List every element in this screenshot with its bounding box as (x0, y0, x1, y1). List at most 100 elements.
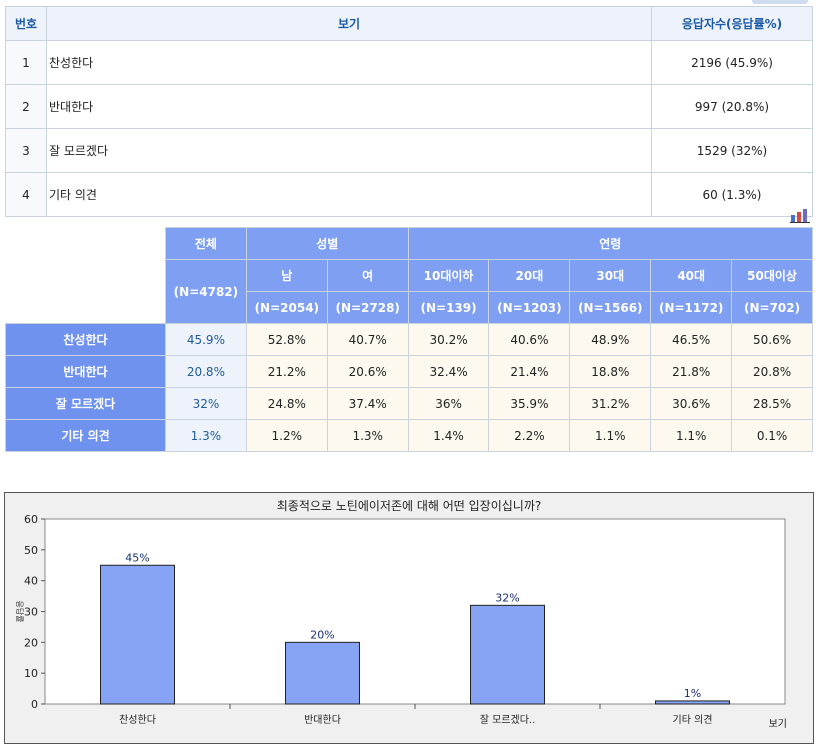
option-number: 3 (5, 128, 47, 173)
bar (655, 700, 730, 705)
options-header-row: 번호 보기 응답자수(응답률%) (5, 6, 813, 41)
y-tick-label: 10 (24, 667, 38, 680)
header-option: 보기 (46, 6, 652, 41)
group-label: 50대이상 (731, 259, 813, 292)
y-axis-label: 응답률 (15, 600, 25, 622)
group-label: 남 (245, 259, 328, 292)
crosstab-cell: 1.4% (407, 419, 490, 452)
crosstab-cell: 18.8% (569, 355, 652, 388)
group-label: 여 (326, 259, 409, 292)
crosstab-cell: 48.9% (569, 323, 652, 356)
crosstab-header-row: 전체 성별 연령 (5, 227, 814, 324)
group-label: 30대 (569, 259, 652, 292)
crosstab-cell: 30.6% (650, 387, 733, 420)
option-label: 반대한다 (46, 84, 652, 129)
group-n: (N=2054) (245, 291, 328, 324)
option-responses: 997 (20.8%) (651, 84, 813, 129)
option-label: 잘 모르겠다 (46, 128, 652, 173)
crosstab-row: 반대한다 20.8% 21.2% 20.6% 32.4% 21.4% 18.8%… (5, 355, 813, 388)
crosstab-cell: 40.7% (326, 323, 409, 356)
option-number: 2 (5, 84, 47, 129)
chart-panel: 최종적으로 노틴에이저존에 대해 어떤 입장이십니까? 0 10 20 30 40 50 60… (4, 492, 814, 744)
crosstab-row: 찬성한다 45.9% 52.8% 40.7% 30.2% 40.6% 48.9%… (5, 323, 813, 356)
crosstab-cell: 40.6% (488, 323, 571, 356)
crosstab-cell: 37.4% (326, 387, 409, 420)
option-number: 4 (5, 172, 47, 217)
group-n: (N=139) (407, 291, 490, 324)
bar (285, 641, 360, 705)
crosstab-cell: 21.8% (650, 355, 733, 388)
y-tick-label: 30 (24, 606, 38, 619)
group-label: 20대 (488, 259, 571, 292)
crosstab-row-label: 찬성한다 (5, 323, 166, 356)
crosstab-cell: 20.8% (731, 355, 813, 388)
bar-value-label: 20% (310, 628, 334, 641)
crosstab-cell: 2.2% (488, 419, 571, 452)
crosstab-cell: 35.9% (488, 387, 571, 420)
option-row: 2 반대한다 997 (20.8%) (5, 84, 813, 129)
crosstab-cell: 1.2% (245, 419, 328, 452)
option-responses: 1529 (32%) (651, 128, 813, 173)
bar-value-label: 45% (125, 551, 149, 564)
group-n: (N=1203) (488, 291, 571, 324)
group-n: (N=2728) (326, 291, 409, 324)
option-row: 1 찬성한다 2196 (45.9%) (5, 40, 813, 85)
group-label: 40대 (650, 259, 733, 292)
crosstab-row-label: 반대한다 (5, 355, 166, 388)
group-n: (N=1172) (650, 291, 733, 324)
crosstab-cell: 24.8% (245, 387, 328, 420)
x-category-label: 기타 의견 (673, 714, 713, 726)
x-category-label: 잘 모르겠다.. (480, 714, 536, 726)
header-number: 번호 (5, 6, 47, 41)
crosstab-total-cell: 45.9% (164, 323, 247, 356)
crosstab-cell: 28.5% (731, 387, 813, 420)
option-responses: 60 (1.3%) (651, 172, 813, 217)
x-category-label: 찬성한다 (119, 714, 156, 726)
option-row: 3 잘 모르겠다 1529 (32%) (5, 128, 813, 173)
option-label: 기타 의견 (46, 172, 652, 217)
crosstab-cell: 50.6% (731, 323, 813, 356)
crosstab-cell: 36% (407, 387, 490, 420)
options-table: 번호 보기 응답자수(응답률%) 1 찬성한다 2196 (45.9%) 2 반… (5, 6, 813, 217)
crosstab-cell: 0.1% (731, 419, 813, 452)
crosstab-cell: 32.4% (407, 355, 490, 388)
option-responses: 2196 (45.9%) (651, 40, 813, 85)
crosstab-total-cell: 1.3% (164, 419, 247, 452)
total-header: 전체 (164, 227, 247, 260)
crosstab-cell: 52.8% (245, 323, 328, 356)
y-tick-label: 50 (24, 544, 38, 557)
group-n: (N=1566) (569, 291, 652, 324)
age-header: 연령 (407, 227, 814, 260)
chart-title: 최종적으로 노틴에이저존에 대해 어떤 입장이십니까? (277, 499, 542, 513)
y-tick-label: 40 (24, 575, 38, 588)
gender-header: 성별 (245, 227, 409, 260)
bar (470, 604, 545, 705)
top-tab-edge (752, 0, 808, 4)
group-n: (N=702) (731, 291, 813, 324)
crosstab-cell: 46.5% (650, 323, 733, 356)
crosstab-row: 잘 모르겠다 32% 24.8% 37.4% 36% 35.9% 31.2% 3… (5, 387, 813, 420)
bar-value-label: 1% (684, 687, 701, 700)
crosstab-total-cell: 32% (164, 387, 247, 420)
crosstab-group-row: (N=4782) 남 여 10대이하 20대 30대 40대 50대이상 (6, 259, 813, 324)
option-number: 1 (5, 40, 47, 85)
crosstab-cell: 1.1% (650, 419, 733, 452)
crosstab-corner (5, 227, 166, 324)
y-tick-label: 60 (24, 513, 38, 526)
crosstab-row: 기타 의견 1.3% 1.2% 1.3% 1.4% 2.2% 1.1% 1.1%… (5, 419, 813, 452)
x-category-label: 반대한다 (304, 714, 341, 726)
crosstab-cell: 21.4% (488, 355, 571, 388)
bar-chart-icon[interactable] (790, 209, 810, 223)
crosstab-total-cell: 20.8% (164, 355, 247, 388)
response-bar-chart: 최종적으로 노틴에이저존에 대해 어떤 입장이십니까? 0 10 20 30 40 50 60… (15, 499, 787, 730)
crosstab-cell: 30.2% (407, 323, 490, 356)
crosstab-cell: 31.2% (569, 387, 652, 420)
total-n: (N=4782) (164, 259, 247, 324)
group-label: 10대이하 (407, 259, 490, 292)
option-row: 4 기타 의견 60 (1.3%) (5, 172, 813, 217)
bar-value-label: 32% (495, 591, 519, 604)
crosstab-cell: 1.1% (569, 419, 652, 452)
crosstab-row-label: 잘 모르겠다 (5, 387, 166, 420)
option-label: 찬성한다 (46, 40, 652, 85)
header-responses: 응답자수(응답률%) (651, 6, 813, 41)
